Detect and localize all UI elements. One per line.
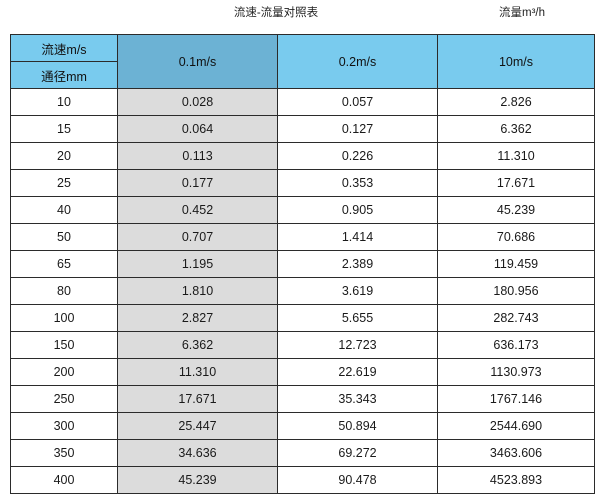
cell-flow-2: 70.686 bbox=[437, 223, 595, 251]
cell-flow-1: 50.894 bbox=[277, 412, 438, 440]
table-body: 10 0.028 0.057 2.826 15 0.064 0.127 6.362 20 0.11… bbox=[10, 88, 595, 494]
cell-flow-0: 0.113 bbox=[117, 142, 278, 170]
cell-flow-1: 3.619 bbox=[277, 277, 438, 305]
table-row: 50 0.707 1.414 70.686 bbox=[10, 223, 595, 251]
table-row: 100 2.827 5.655 282.743 bbox=[10, 304, 595, 332]
table-row: 20 0.113 0.226 11.310 bbox=[10, 142, 595, 170]
cell-flow-1: 1.414 bbox=[277, 223, 438, 251]
cell-flow-0: 34.636 bbox=[117, 439, 278, 467]
table-row: 350 34.636 69.272 3463.606 bbox=[10, 439, 595, 467]
header-velocity-2: 10m/s bbox=[437, 34, 595, 89]
cell-flow-2: 11.310 bbox=[437, 142, 595, 170]
cell-flow-1: 5.655 bbox=[277, 304, 438, 332]
cell-diameter: 50 bbox=[10, 223, 118, 251]
cell-flow-2: 282.743 bbox=[437, 304, 595, 332]
caption-strip: 流速-流量对照表 流量m³/h bbox=[0, 0, 600, 33]
cell-diameter: 400 bbox=[10, 466, 118, 494]
cell-diameter: 15 bbox=[10, 115, 118, 143]
cell-flow-1: 0.127 bbox=[277, 115, 438, 143]
cell-flow-2: 1767.146 bbox=[437, 385, 595, 413]
cell-flow-0: 0.452 bbox=[117, 196, 278, 224]
table-row: 250 17.671 35.343 1767.146 bbox=[10, 385, 595, 413]
cell-flow-0: 0.064 bbox=[117, 115, 278, 143]
table-row: 300 25.447 50.894 2544.690 bbox=[10, 412, 595, 440]
flow-table-container: 流速m/s 0.1m/s 0.2m/s 10m/s 通径mm 10 0.028 0.… bbox=[10, 34, 595, 494]
table-row: 15 0.064 0.127 6.362 bbox=[10, 115, 595, 143]
header-velocity-1: 0.2m/s bbox=[277, 34, 438, 89]
cell-flow-1: 2.389 bbox=[277, 250, 438, 278]
cell-flow-0: 6.362 bbox=[117, 331, 278, 359]
cell-diameter: 25 bbox=[10, 169, 118, 197]
table-row: 400 45.239 90.478 4523.893 bbox=[10, 466, 595, 494]
flow-velocity-table: 流速m/s 0.1m/s 0.2m/s 10m/s 通径mm 10 0.028 0.… bbox=[10, 34, 595, 494]
cell-diameter: 150 bbox=[10, 331, 118, 359]
table-row: 150 6.362 12.723 636.173 bbox=[10, 331, 595, 359]
cell-diameter: 20 bbox=[10, 142, 118, 170]
cell-diameter: 300 bbox=[10, 412, 118, 440]
cell-flow-1: 22.619 bbox=[277, 358, 438, 386]
table-row: 200 11.310 22.619 1130.973 bbox=[10, 358, 595, 386]
table-row: 65 1.195 2.389 119.459 bbox=[10, 250, 595, 278]
cell-flow-0: 45.239 bbox=[117, 466, 278, 494]
cell-flow-1: 0.905 bbox=[277, 196, 438, 224]
cell-flow-1: 90.478 bbox=[277, 466, 438, 494]
flow-rate-unit-label: 流量m³/h bbox=[499, 7, 545, 19]
cell-diameter: 80 bbox=[10, 277, 118, 305]
table-row: 25 0.177 0.353 17.671 bbox=[10, 169, 595, 197]
cell-flow-0: 1.195 bbox=[117, 250, 278, 278]
cell-flow-0: 17.671 bbox=[117, 385, 278, 413]
cell-flow-0: 1.810 bbox=[117, 277, 278, 305]
cell-flow-0: 0.177 bbox=[117, 169, 278, 197]
cell-flow-0: 25.447 bbox=[117, 412, 278, 440]
cell-flow-1: 69.272 bbox=[277, 439, 438, 467]
page-title: 流速-流量对照表 bbox=[233, 7, 319, 19]
cell-diameter: 250 bbox=[10, 385, 118, 413]
table-header: 流速m/s 0.1m/s 0.2m/s 10m/s 通径mm bbox=[10, 34, 595, 89]
cell-flow-0: 2.827 bbox=[117, 304, 278, 332]
cell-diameter: 350 bbox=[10, 439, 118, 467]
cell-flow-0: 0.707 bbox=[117, 223, 278, 251]
cell-diameter: 100 bbox=[10, 304, 118, 332]
cell-flow-1: 0.226 bbox=[277, 142, 438, 170]
cell-flow-2: 6.362 bbox=[437, 115, 595, 143]
cell-flow-2: 4523.893 bbox=[437, 466, 595, 494]
cell-flow-1: 12.723 bbox=[277, 331, 438, 359]
cell-flow-2: 119.459 bbox=[437, 250, 595, 278]
cell-diameter: 10 bbox=[10, 88, 118, 116]
cell-flow-1: 0.057 bbox=[277, 88, 438, 116]
cell-flow-2: 45.239 bbox=[437, 196, 595, 224]
cell-flow-1: 35.343 bbox=[277, 385, 438, 413]
cell-diameter: 200 bbox=[10, 358, 118, 386]
header-row-top: 流速m/s 0.1m/s 0.2m/s 10m/s bbox=[10, 34, 595, 89]
table-row: 40 0.452 0.905 45.239 bbox=[10, 196, 595, 224]
cell-flow-2: 17.671 bbox=[437, 169, 595, 197]
cell-flow-1: 0.353 bbox=[277, 169, 438, 197]
cell-flow-2: 2.826 bbox=[437, 88, 595, 116]
header-velocity-0: 0.1m/s bbox=[117, 34, 278, 89]
cell-flow-2: 1130.973 bbox=[437, 358, 595, 386]
cell-diameter: 40 bbox=[10, 196, 118, 224]
cell-flow-2: 2544.690 bbox=[437, 412, 595, 440]
table-row: 80 1.810 3.619 180.956 bbox=[10, 277, 595, 305]
header-diameter-label: 通径mm bbox=[10, 61, 118, 89]
header-velocity-label: 流速m/s bbox=[10, 34, 118, 62]
cell-diameter: 65 bbox=[10, 250, 118, 278]
header-row-bottom: 通径mm bbox=[10, 61, 595, 89]
cell-flow-2: 180.956 bbox=[437, 277, 595, 305]
cell-flow-2: 636.173 bbox=[437, 331, 595, 359]
cell-flow-2: 3463.606 bbox=[437, 439, 595, 467]
cell-flow-0: 0.028 bbox=[117, 88, 278, 116]
table-row: 10 0.028 0.057 2.826 bbox=[10, 88, 595, 116]
cell-flow-0: 11.310 bbox=[117, 358, 278, 386]
